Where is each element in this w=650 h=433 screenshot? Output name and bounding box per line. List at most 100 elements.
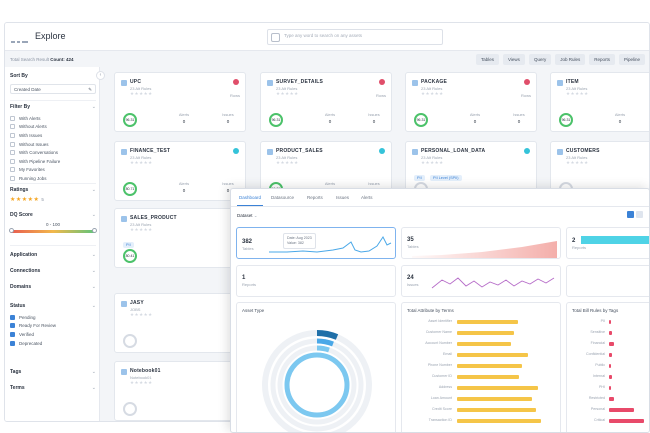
section-application[interactable]: Application ⌄ — [10, 252, 96, 258]
checkbox[interactable] — [10, 314, 15, 320]
tag-bar[interactable] — [609, 319, 612, 324]
term-bar[interactable] — [457, 352, 528, 357]
kpi-panel-blank[interactable] — [566, 265, 649, 297]
rating-stars[interactable]: ★★★★★ — [566, 91, 589, 96]
rating-stars[interactable]: ★★★★★ — [130, 227, 153, 232]
asset-card[interactable]: Notebook01 Notebook01 ★★★★★ — [114, 361, 246, 421]
tab-reports[interactable]: Reports — [307, 195, 323, 200]
term-bar[interactable] — [457, 374, 520, 379]
chevron-down-icon[interactable]: ⌄ — [91, 369, 96, 375]
term-bar[interactable] — [457, 418, 542, 423]
asset-card[interactable]: SALES_PRODUCT 23 Alt Rules ★★★★★ PII 80.41 — [114, 208, 246, 268]
rating-stars[interactable]: ★★★★★ — [130, 160, 153, 165]
asset-card[interactable]: UPC 23 Alt Rules ★★★★★ Rows 96.31 Alerts 0 Issu… — [114, 72, 246, 132]
filter-option[interactable]: With Conversations — [10, 148, 96, 157]
collapse-sidebar-button[interactable]: ‹ — [96, 71, 105, 80]
rating-stars[interactable]: ★★★★★ — [421, 91, 444, 96]
asset-card[interactable]: PACKAGE 23 Alt Rules ★★★★★ Rows 96.31 Alerts 0… — [405, 72, 537, 132]
term-bar[interactable] — [457, 319, 519, 324]
checkbox[interactable] — [10, 132, 15, 138]
kpi-panel-area-2[interactable]: 2 Reports — [566, 227, 649, 259]
slider-handle-max[interactable] — [92, 228, 97, 233]
status-option[interactable]: Deprecated — [10, 339, 96, 348]
checkbox[interactable] — [10, 175, 15, 181]
dataset-select[interactable]: Dataset ⌄ — [237, 213, 258, 218]
rating-stars[interactable]: ★★★★★ — [130, 91, 153, 96]
term-bar[interactable] — [457, 363, 523, 368]
chip-tables[interactable]: Tables — [475, 54, 499, 65]
search-input[interactable]: Type any word to search on any assets — [267, 29, 443, 45]
chevron-down-icon[interactable]: ⌄ — [91, 187, 96, 193]
status-option[interactable]: Pending — [10, 313, 96, 322]
sort-by-select[interactable]: Created Date ✎ — [10, 84, 96, 94]
ratings-stars[interactable]: ★★★★★ 5 — [10, 197, 45, 203]
chip-query[interactable]: Query — [528, 54, 552, 65]
kpi-panel-reports[interactable]: 1 Reports — [236, 265, 396, 297]
asset-card[interactable]: FINANCE_TEST 23 Alt Rules ★★★★★ 80.71 Alerts… — [114, 141, 246, 201]
asset-card[interactable]: SURVEY_DETAILS 23 Alt Rules ★★★★★ Rows 96.31… — [260, 72, 392, 132]
kpi-panel-area-1[interactable]: 35 Tables — [401, 227, 561, 259]
tag-bar[interactable] — [609, 352, 613, 357]
tab-datasource[interactable]: Datasource — [271, 195, 295, 200]
status-option[interactable]: Verified — [10, 330, 96, 339]
section-connections[interactable]: Connections ⌄ — [10, 268, 96, 274]
chip-reports[interactable]: Reports — [589, 54, 615, 65]
chevron-down-icon[interactable]: ⌄ — [91, 104, 96, 110]
chevron-down-icon[interactable]: ⌄ — [91, 303, 96, 309]
kpi-panel-issues[interactable]: 24 Issues — [401, 265, 561, 297]
tab-dashboard[interactable]: Dashboard — [236, 195, 264, 206]
rating-stars[interactable]: ★★★★★ — [130, 380, 153, 385]
asset-card[interactable]: JASY JOBS ★★★★★ — [114, 293, 246, 353]
term-bar[interactable] — [457, 385, 539, 390]
rating-stars[interactable]: ★★★★★ — [276, 91, 299, 96]
checkbox[interactable] — [10, 124, 15, 130]
section-terms[interactable]: Terms ⌄ — [10, 385, 96, 391]
dq-score-slider[interactable] — [9, 228, 97, 233]
checkbox[interactable] — [10, 340, 15, 346]
rating-stars[interactable]: ★★★★★ — [566, 160, 589, 165]
rating-stars[interactable]: ★★★★★ — [276, 160, 299, 165]
checkbox[interactable] — [10, 150, 15, 156]
tag-chip[interactable]: PII — [414, 175, 425, 181]
filter-option[interactable]: My Favorites — [10, 166, 96, 175]
term-bar[interactable] — [457, 407, 536, 412]
tag-bar[interactable] — [609, 330, 613, 335]
tag-chip[interactable]: PII — [123, 242, 134, 248]
tag-bar[interactable] — [609, 374, 613, 379]
slider-handle-min[interactable] — [9, 228, 14, 233]
checkbox[interactable] — [10, 167, 15, 173]
section-tags[interactable]: Tags ⌄ — [10, 369, 96, 375]
rating-stars[interactable]: ★★★★★ — [130, 312, 153, 317]
term-bar[interactable] — [457, 396, 532, 401]
chevron-down-icon[interactable]: ⌄ — [91, 385, 96, 391]
term-bar[interactable] — [457, 341, 512, 346]
tag-bar[interactable] — [609, 407, 635, 412]
tag-bar[interactable] — [609, 396, 614, 401]
filter-option[interactable]: Without Alerts — [10, 123, 96, 132]
filter-option[interactable]: With Pipeline Failure — [10, 157, 96, 166]
chevron-down-icon[interactable]: ⌄ — [91, 284, 96, 290]
kpi-panel-tables[interactable]: 382 Tables Date: Aug 2023 Value: 382 — [236, 227, 396, 259]
chevron-down-icon[interactable]: ⌄ — [91, 252, 96, 258]
status-option[interactable]: Ready For Review — [10, 322, 96, 331]
filter-option[interactable]: With Alerts — [10, 114, 96, 123]
chip-job-rules[interactable]: Job Rules — [555, 54, 586, 65]
term-bar[interactable] — [457, 330, 514, 335]
tab-alerts[interactable]: Alerts — [361, 195, 373, 200]
checkbox[interactable] — [10, 331, 15, 337]
rating-stars[interactable]: ★★★★★ — [421, 160, 444, 165]
checkbox[interactable] — [10, 141, 15, 147]
tag-bar[interactable] — [609, 418, 644, 423]
chip-views[interactable]: Views — [503, 54, 525, 65]
checkbox[interactable] — [10, 115, 15, 121]
tag-chip[interactable]: PII Level (SPII) — [430, 175, 462, 181]
chevron-down-icon[interactable]: ⌄ — [91, 268, 96, 274]
tag-bar[interactable] — [609, 385, 612, 390]
tab-issues[interactable]: Issues — [336, 195, 350, 200]
list-view-icon[interactable] — [636, 211, 643, 218]
grid-view-icon[interactable] — [627, 211, 634, 218]
chevron-down-icon[interactable]: ⌄ — [91, 212, 96, 218]
checkbox[interactable] — [10, 158, 15, 164]
tag-bar[interactable] — [609, 363, 612, 368]
